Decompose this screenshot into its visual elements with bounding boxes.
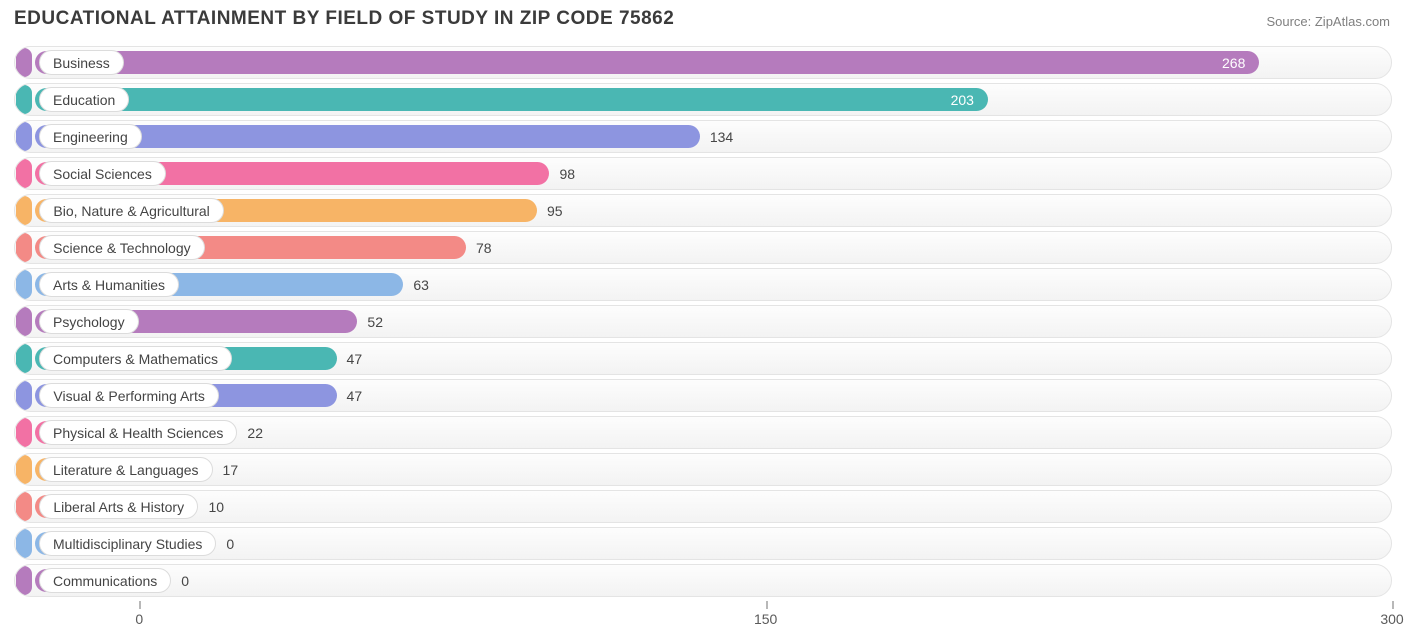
x-tick-label: 150 <box>754 611 777 627</box>
bar-value: 0 <box>226 528 234 559</box>
bar-track: Liberal Arts & History 10 <box>14 490 1392 523</box>
bar-track: Computers & Mathematics 47 <box>14 342 1392 375</box>
chart-title: EDUCATIONAL ATTAINMENT BY FIELD OF STUDY… <box>14 8 674 30</box>
bar-cap <box>16 159 32 188</box>
bar-track: Psychology 52 <box>14 305 1392 338</box>
category-label: Engineering <box>53 129 128 145</box>
bar-cap <box>16 492 32 521</box>
bar-cap <box>16 307 32 336</box>
bar-track: Communications 0 <box>14 564 1392 597</box>
category-pill: Bio, Nature & Agricultural <box>39 198 224 223</box>
category-pill: Liberal Arts & History <box>39 494 198 519</box>
bar-cap <box>16 455 32 484</box>
category-label: Computers & Mathematics <box>53 351 218 367</box>
bar-value: 47 <box>347 380 363 411</box>
bar-row: Liberal Arts & History 10 <box>14 490 1392 523</box>
category-pill: Engineering <box>39 124 142 149</box>
category-label: Communications <box>53 573 157 589</box>
bar-cap <box>16 270 32 299</box>
bar-row: Social Sciences 98 <box>14 157 1392 190</box>
bar-value: 98 <box>559 158 575 189</box>
bar-track: Visual & Performing Arts 47 <box>14 379 1392 412</box>
category-pill: Computers & Mathematics <box>39 346 232 371</box>
bar-cap <box>16 122 32 151</box>
x-tick <box>1392 601 1394 609</box>
bar-row: Arts & Humanities 63 <box>14 268 1392 301</box>
bar-value: 10 <box>208 491 224 522</box>
bar-row: Psychology 52 <box>14 305 1392 338</box>
bar-value: 134 <box>710 121 733 152</box>
bar-cap <box>16 381 32 410</box>
x-tick <box>139 601 141 609</box>
category-label: Social Sciences <box>53 166 152 182</box>
category-label: Visual & Performing Arts <box>53 388 204 404</box>
x-axis: 0150300 <box>14 601 1392 631</box>
category-pill: Multidisciplinary Studies <box>39 531 216 556</box>
category-pill: Physical & Health Sciences <box>39 420 237 445</box>
x-tick <box>766 601 768 609</box>
bar-cap <box>16 233 32 262</box>
bar-track: Literature & Languages 17 <box>14 453 1392 486</box>
plot-area: Business268 Education203 Engineering 134 Soc… <box>14 46 1392 611</box>
bar-row: Business268 <box>14 46 1392 79</box>
bar-value: 47 <box>347 343 363 374</box>
category-label: Psychology <box>53 314 125 330</box>
category-pill: Visual & Performing Arts <box>39 383 219 408</box>
bar-track: Business268 <box>14 46 1392 79</box>
category-label: Arts & Humanities <box>53 277 165 293</box>
category-label: Physical & Health Sciences <box>53 425 223 441</box>
bar-row: Visual & Performing Arts 47 <box>14 379 1392 412</box>
chart-container: EDUCATIONAL ATTAINMENT BY FIELD OF STUDY… <box>0 0 1406 631</box>
bar-track: Physical & Health Sciences 22 <box>14 416 1392 449</box>
bar-row: Physical & Health Sciences 22 <box>14 416 1392 449</box>
bar-row: Science & Technology 78 <box>14 231 1392 264</box>
bar-row: Literature & Languages 17 <box>14 453 1392 486</box>
category-pill: Science & Technology <box>39 235 205 260</box>
bar-value: 268 <box>35 47 1259 78</box>
bar-row: Bio, Nature & Agricultural 95 <box>14 194 1392 227</box>
bar-value: 22 <box>247 417 263 448</box>
bar-track: Education203 <box>14 83 1392 116</box>
bar-cap <box>16 418 32 447</box>
bar-track: Social Sciences 98 <box>14 157 1392 190</box>
bar-row: Engineering 134 <box>14 120 1392 153</box>
category-label: Multidisciplinary Studies <box>53 536 202 552</box>
x-tick-label: 300 <box>1380 611 1403 627</box>
category-pill: Arts & Humanities <box>39 272 179 297</box>
bar-value: 95 <box>547 195 563 226</box>
bar-value: 17 <box>223 454 239 485</box>
category-label: Literature & Languages <box>53 462 199 478</box>
category-pill: Psychology <box>39 309 139 334</box>
bar-value: 203 <box>35 84 988 115</box>
bar-cap <box>16 196 32 225</box>
bar-track: Arts & Humanities 63 <box>14 268 1392 301</box>
bar-value: 52 <box>367 306 383 337</box>
bar-cap <box>16 566 32 595</box>
bar-cap <box>16 48 32 77</box>
x-tick-label: 0 <box>135 611 143 627</box>
rows-container: Business268 Education203 Engineering 134 Soc… <box>14 46 1392 597</box>
category-pill: Literature & Languages <box>39 457 213 482</box>
bar-track: Bio, Nature & Agricultural 95 <box>14 194 1392 227</box>
bar-row: Education203 <box>14 83 1392 116</box>
bar-cap <box>16 529 32 558</box>
category-pill: Communications <box>39 568 171 593</box>
bar-row: Computers & Mathematics 47 <box>14 342 1392 375</box>
bar-cap <box>16 344 32 373</box>
chart-source: Source: ZipAtlas.com <box>1266 14 1390 29</box>
bar-track: Engineering 134 <box>14 120 1392 153</box>
bar-cap <box>16 85 32 114</box>
category-label: Science & Technology <box>53 240 191 256</box>
bar-value: 63 <box>413 269 429 300</box>
bar-track: Multidisciplinary Studies 0 <box>14 527 1392 560</box>
bar-track: Science & Technology 78 <box>14 231 1392 264</box>
bar-row: Communications 0 <box>14 564 1392 597</box>
bar-value: 78 <box>476 232 492 263</box>
category-label: Bio, Nature & Agricultural <box>53 203 209 219</box>
category-pill: Social Sciences <box>39 161 166 186</box>
bar-row: Multidisciplinary Studies 0 <box>14 527 1392 560</box>
category-label: Liberal Arts & History <box>53 499 184 515</box>
bar-value: 0 <box>181 565 189 596</box>
